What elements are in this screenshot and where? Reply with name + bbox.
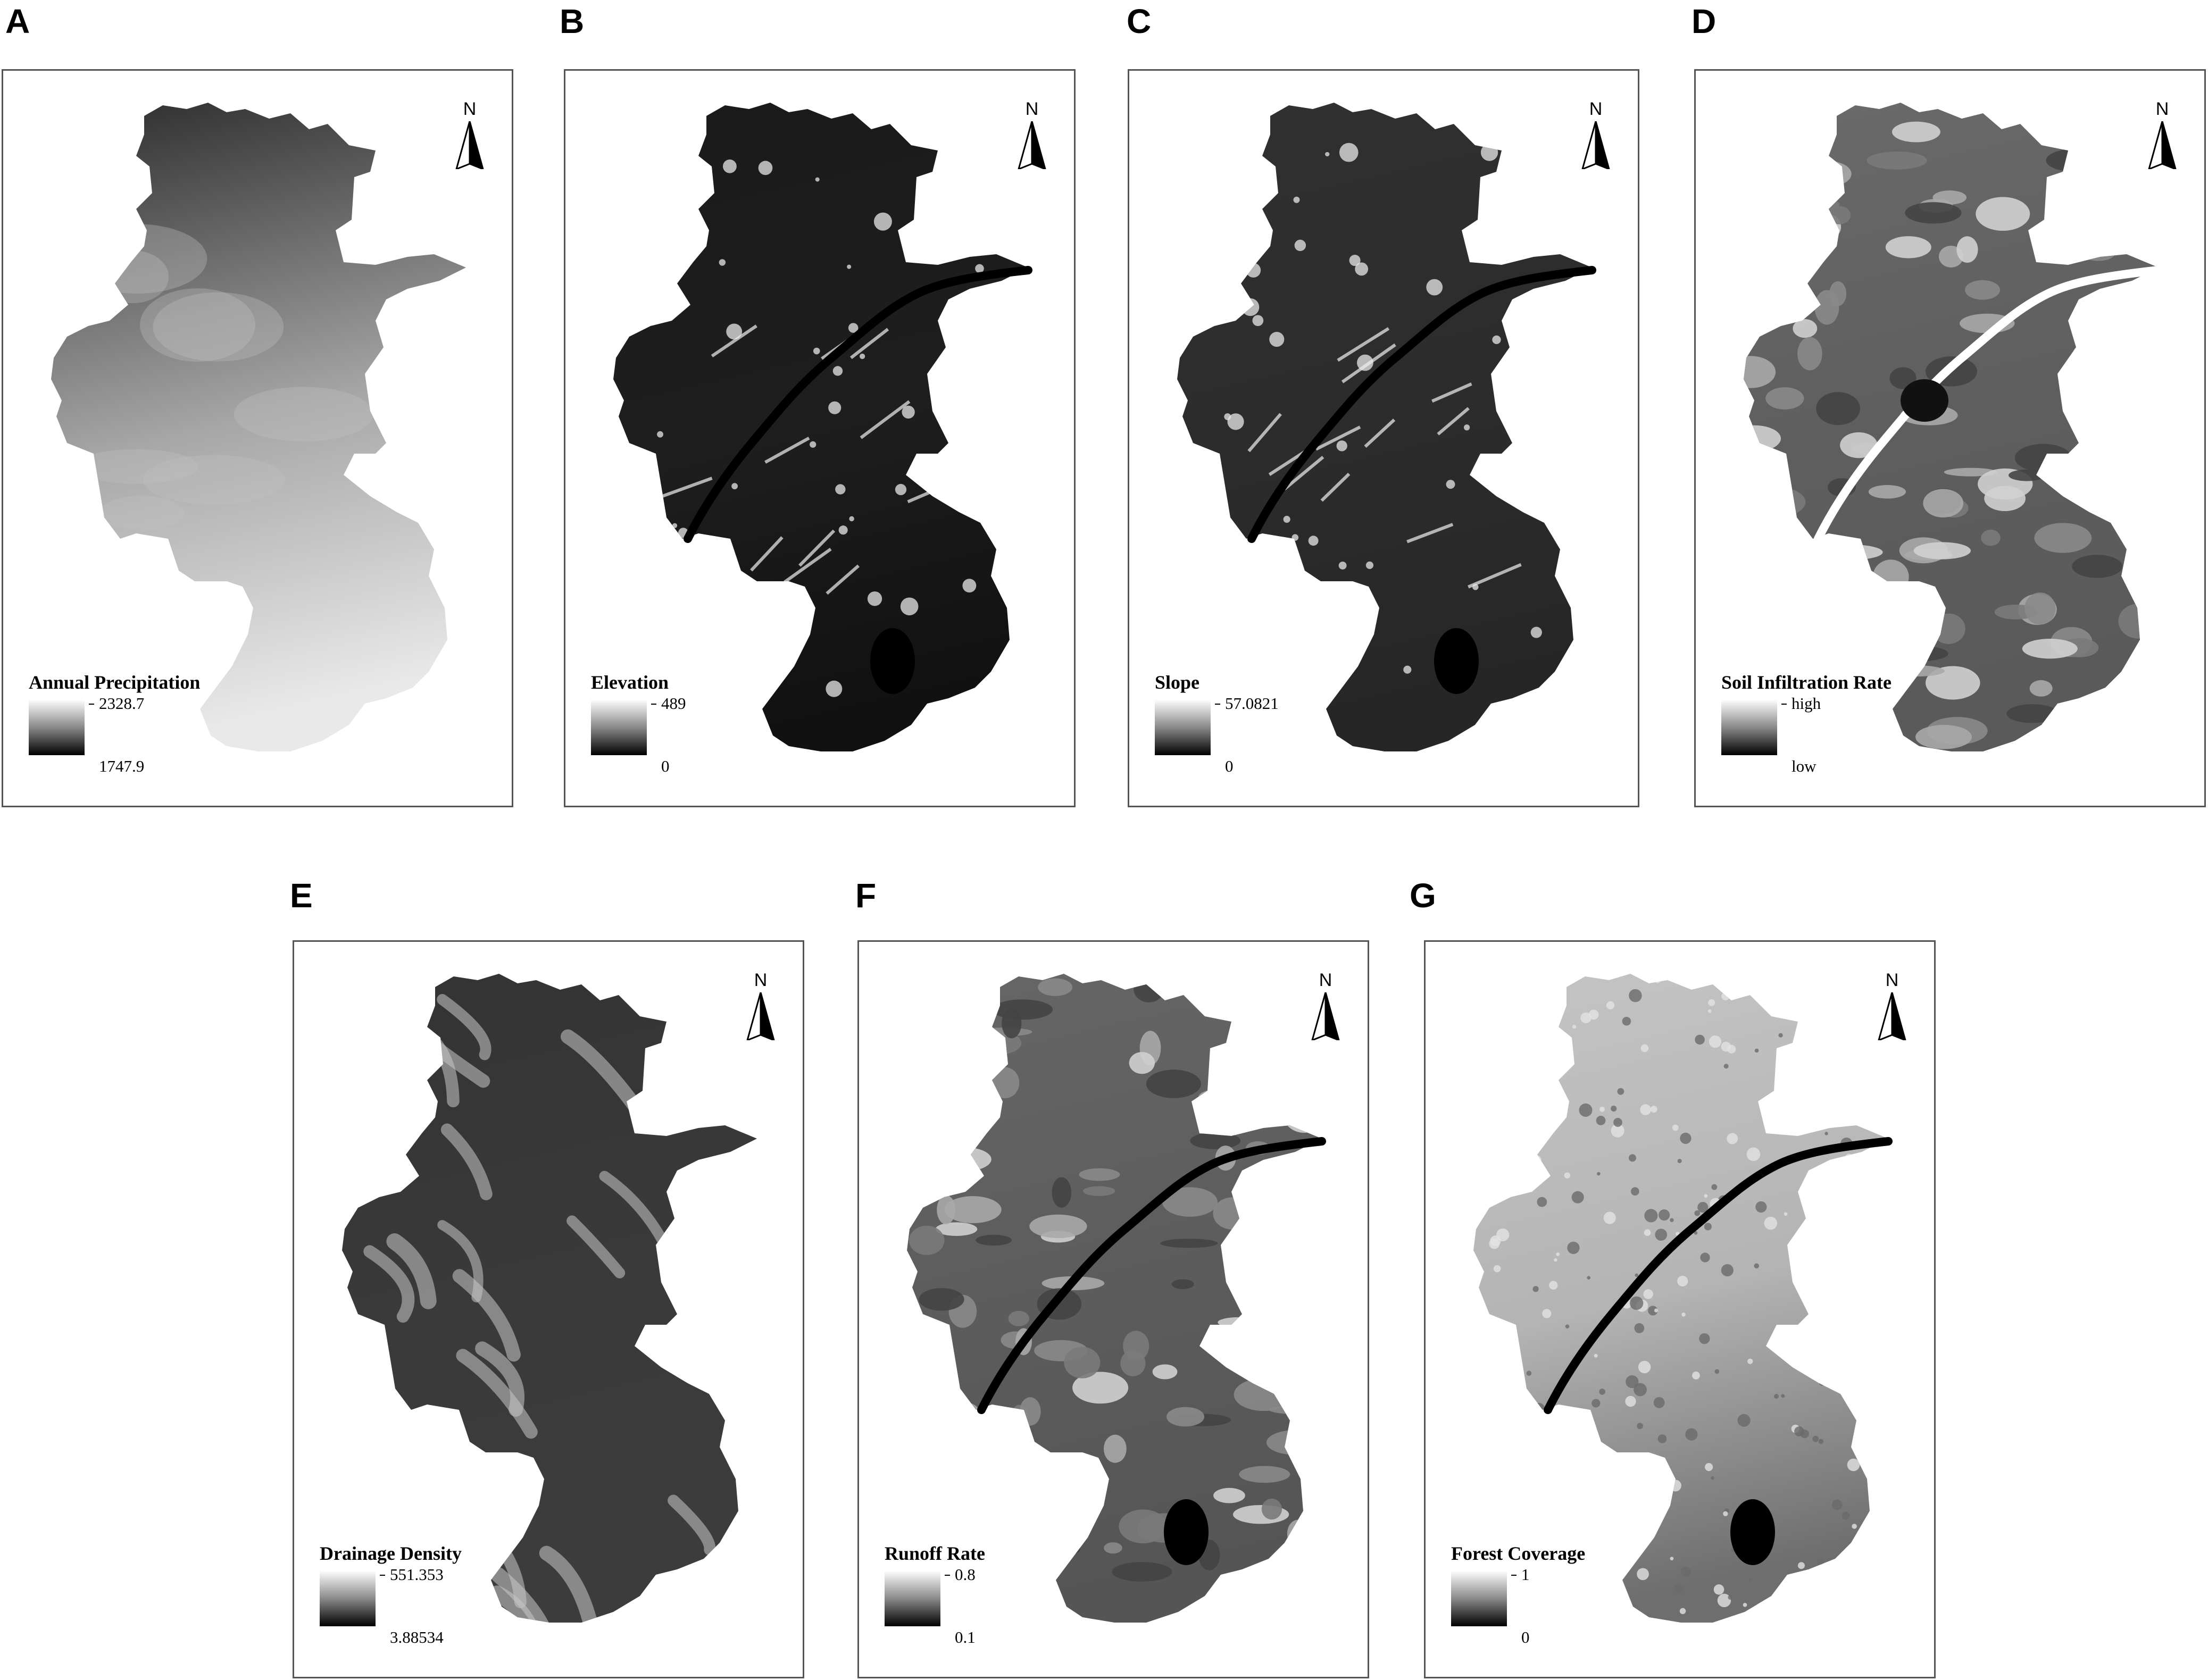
lake-shape bbox=[1164, 1499, 1209, 1565]
north-label: N bbox=[463, 99, 477, 119]
legend-title: Annual Precipitation bbox=[29, 672, 201, 693]
legend-title: Forest Coverage bbox=[1451, 1543, 1586, 1564]
north-arrow-icon: N bbox=[2144, 100, 2181, 174]
panel-label-c: C bbox=[1127, 2, 1152, 40]
legend-tick-high bbox=[1511, 1575, 1517, 1576]
study-area-region bbox=[1473, 974, 1888, 1623]
lake-shape bbox=[1434, 628, 1479, 694]
north-arrow-icon: N bbox=[451, 100, 488, 174]
panel-label-g: G bbox=[1410, 876, 1436, 915]
north-arrow-icon: N bbox=[1307, 971, 1344, 1046]
legend-low-value: low bbox=[1792, 757, 1817, 775]
legend-color-ramp bbox=[591, 699, 647, 755]
river-line bbox=[1544, 1137, 1893, 1414]
river-line bbox=[977, 1137, 1326, 1414]
legend-title: Runoff Rate bbox=[885, 1543, 985, 1564]
river-line bbox=[1814, 266, 2163, 543]
legend-high-value: 57.0821 bbox=[1225, 694, 1279, 713]
panel-label-d: D bbox=[1692, 2, 1717, 40]
legend-high-value: 551.353 bbox=[390, 1565, 444, 1584]
north-arrow-icon: N bbox=[742, 971, 779, 1046]
map-svg bbox=[1177, 103, 1596, 751]
map-panel-a: N Annual Precipitation 2328.7 1747.9 bbox=[2, 69, 513, 807]
panel-label-f: F bbox=[855, 876, 877, 915]
panel-label-b: B bbox=[560, 2, 585, 40]
lake-shape bbox=[870, 628, 915, 694]
legend-tick-high bbox=[380, 1575, 385, 1576]
legend-tick-high bbox=[1781, 704, 1787, 705]
map-svg bbox=[1473, 974, 1893, 1623]
map-svg bbox=[51, 103, 466, 751]
legend-tick-high bbox=[945, 1575, 950, 1576]
legend-low-value: 3.88534 bbox=[390, 1628, 444, 1646]
river-line bbox=[684, 266, 1032, 543]
north-arrow-icon: N bbox=[1873, 971, 1911, 1046]
map-panel-b: N Elevation 489 0 bbox=[564, 69, 1076, 807]
lake-shape bbox=[1901, 379, 1948, 422]
map-panel-d: N Soil Infiltration Rate high low bbox=[1694, 69, 2206, 807]
legend-low-value: 0 bbox=[1521, 1628, 1530, 1646]
legend-color-ramp bbox=[885, 1570, 940, 1626]
legend-low-value: 1747.9 bbox=[99, 757, 145, 775]
lake-shape bbox=[1730, 1499, 1775, 1565]
legend-high-value: high bbox=[1792, 694, 1821, 713]
north-label: N bbox=[1885, 970, 1899, 990]
north-arrow-icon: N bbox=[1577, 100, 1614, 174]
legend-high-value: 1 bbox=[1521, 1565, 1530, 1584]
legend-color-ramp bbox=[1451, 1570, 1507, 1626]
panel-label-e: E bbox=[290, 876, 313, 915]
map-svg bbox=[907, 974, 1326, 1623]
north-label: N bbox=[1319, 970, 1332, 990]
legend-high-value: 2328.7 bbox=[99, 694, 145, 713]
north-arrow-icon: N bbox=[1013, 100, 1051, 174]
legend-color-ramp bbox=[1721, 699, 1777, 755]
map-panel-f: N Runoff Rate 0.8 0.1 bbox=[857, 940, 1369, 1678]
map-panel-c: N Slope 57.0821 0 bbox=[1128, 69, 1639, 807]
legend-tick-high bbox=[89, 704, 94, 705]
river-line bbox=[1247, 266, 1596, 543]
north-label: N bbox=[1025, 99, 1039, 119]
legend-title: Soil Infiltration Rate bbox=[1721, 672, 1892, 693]
legend-low-value: 0 bbox=[661, 757, 670, 775]
legend-title: Slope bbox=[1155, 672, 1200, 693]
legend-tick-high bbox=[1215, 704, 1220, 705]
legend-tick-high bbox=[651, 704, 656, 705]
legend-high-value: 0.8 bbox=[955, 1565, 976, 1584]
panel-label-a: A bbox=[5, 2, 30, 40]
legend-title: Elevation bbox=[591, 672, 669, 693]
map-svg bbox=[613, 103, 1032, 751]
legend-low-value: 0.1 bbox=[955, 1628, 976, 1646]
map-panel-g: N Forest Coverage 1 0 bbox=[1424, 940, 1936, 1678]
legend-color-ramp bbox=[320, 1570, 376, 1626]
north-label: N bbox=[1589, 99, 1603, 119]
legend-low-value: 0 bbox=[1225, 757, 1234, 775]
map-svg bbox=[1744, 103, 2163, 751]
north-label: N bbox=[754, 970, 768, 990]
map-panel-e: N Drainage Density 551.353 3.88534 bbox=[293, 940, 804, 1678]
study-area-region bbox=[1744, 103, 2159, 751]
map-svg bbox=[342, 974, 757, 1623]
study-area-region bbox=[613, 103, 1028, 751]
legend-title: Drainage Density bbox=[320, 1543, 462, 1564]
legend-color-ramp bbox=[29, 699, 85, 755]
study-area-region bbox=[51, 103, 466, 751]
legend-high-value: 489 bbox=[661, 694, 686, 713]
legend-color-ramp bbox=[1155, 699, 1211, 755]
north-label: N bbox=[2155, 99, 2169, 119]
